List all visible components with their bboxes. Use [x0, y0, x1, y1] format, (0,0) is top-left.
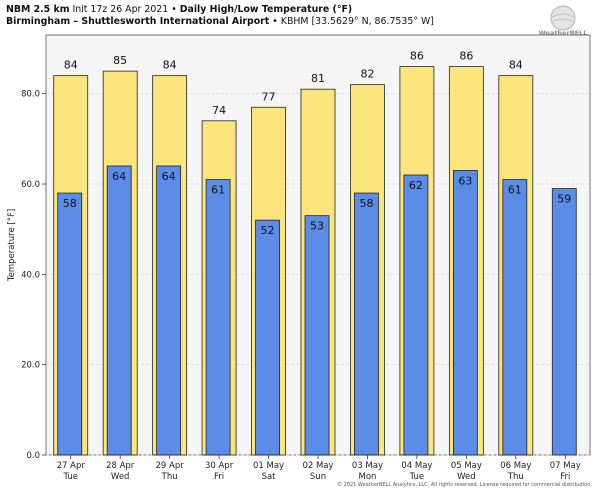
- low-temp-label: 64: [162, 170, 176, 183]
- x-tick-label-date: 03 May: [352, 461, 383, 471]
- x-tick-label-weekday: Tue: [62, 472, 78, 482]
- low-temp-bar: [354, 192, 379, 456]
- high-temp-label: 81: [311, 72, 325, 85]
- y-tick-label: 40.0: [21, 270, 40, 280]
- x-tick-label-weekday: Wed: [457, 472, 476, 482]
- station-name: Birmingham – Shuttlesworth International…: [6, 16, 270, 27]
- y-tick-label: 0.0: [26, 451, 40, 461]
- x-tick-label-weekday: Mon: [358, 472, 376, 482]
- model-name: NBM 2.5 km: [6, 4, 70, 15]
- product-title: Daily High/Low Temperature (°F): [179, 4, 353, 15]
- x-tick-label-date: 28 Apr: [106, 461, 135, 471]
- weatherbell-logo: WeatherBELL: [539, 5, 588, 37]
- low-temp-bar: [255, 219, 280, 456]
- high-temp-label: 86: [410, 50, 424, 63]
- low-temp-label: 59: [557, 193, 571, 206]
- high-temp-label: 86: [459, 50, 473, 63]
- logo-text: WeatherBELL: [539, 29, 588, 37]
- header-separator: •: [272, 16, 278, 27]
- y-axis-label: Temperature [°F]: [7, 209, 17, 282]
- high-temp-label: 84: [163, 59, 177, 72]
- high-temp-label: 82: [360, 68, 374, 81]
- low-temp-bar: [156, 165, 182, 456]
- y-tick-label: 80.0: [21, 90, 40, 100]
- low-temp-label: 61: [211, 184, 225, 197]
- x-tick-label-weekday: Sun: [310, 472, 326, 482]
- low-temp-bar: [304, 215, 330, 456]
- low-temp-bar: [403, 174, 429, 456]
- x-tick-label-date: 06 May: [500, 461, 531, 471]
- x-tick-label-date: 29 Apr: [156, 461, 185, 471]
- x-tick-label-date: 01 May: [253, 461, 284, 471]
- station-info: KBHM [33.5629° N, 86.7535° W]: [280, 16, 434, 27]
- low-temp-bar: [502, 179, 528, 456]
- low-temp-bar: [106, 165, 132, 456]
- low-temp-bar: [551, 188, 577, 456]
- low-temp-label: 63: [458, 174, 472, 187]
- x-tick-label-date: 02 May: [302, 461, 333, 471]
- x-tick-label-date: 07 May: [550, 461, 581, 471]
- x-tick-label-weekday: Thu: [161, 472, 178, 482]
- x-tick-label-weekday: Tue: [409, 472, 425, 482]
- low-temp-label: 62: [409, 179, 423, 192]
- x-tick-label-date: 27 Apr: [57, 461, 86, 471]
- x-tick-label-weekday: Fri: [214, 472, 224, 482]
- low-temp-label: 58: [63, 197, 77, 210]
- high-temp-label: 84: [64, 59, 78, 72]
- high-temp-label: 85: [113, 54, 127, 67]
- x-tick-label-weekday: Fri: [560, 472, 570, 482]
- low-temp-label: 58: [359, 197, 373, 210]
- low-temp-bar: [57, 192, 83, 456]
- high-temp-label: 77: [262, 90, 276, 103]
- x-tick-label-weekday: Wed: [111, 472, 130, 482]
- low-temp-label: 64: [112, 170, 126, 183]
- high-temp-label: 84: [509, 59, 523, 72]
- x-tick-label-date: 30 Apr: [205, 461, 234, 471]
- chart-header-line-1: NBM 2.5 km Init 17z 26 Apr 2021 • Daily …: [6, 4, 352, 15]
- x-tick-label-weekday: Thu: [507, 472, 524, 482]
- y-tick-label: 60.0: [21, 180, 40, 190]
- header-separator: •: [171, 4, 177, 15]
- x-tick-label-date: 04 May: [401, 461, 432, 471]
- y-tick-label: 20.0: [21, 361, 40, 371]
- x-tick-label-weekday: Sat: [262, 472, 277, 482]
- init-time: Init 17z 26 Apr 2021: [72, 4, 169, 15]
- low-temp-bar: [452, 170, 478, 456]
- chart-header-line-2: Birmingham – Shuttlesworth International…: [6, 16, 434, 27]
- high-temp-label: 74: [212, 104, 226, 117]
- low-temp-label: 61: [508, 184, 522, 197]
- x-tick-label-date: 05 May: [451, 461, 482, 471]
- copyright-notice: © 2021 WeatherBELL Analytics, LLC. All r…: [337, 482, 592, 488]
- low-temp-bar: [205, 179, 231, 456]
- low-temp-label: 52: [261, 224, 275, 237]
- low-temp-label: 53: [310, 220, 324, 233]
